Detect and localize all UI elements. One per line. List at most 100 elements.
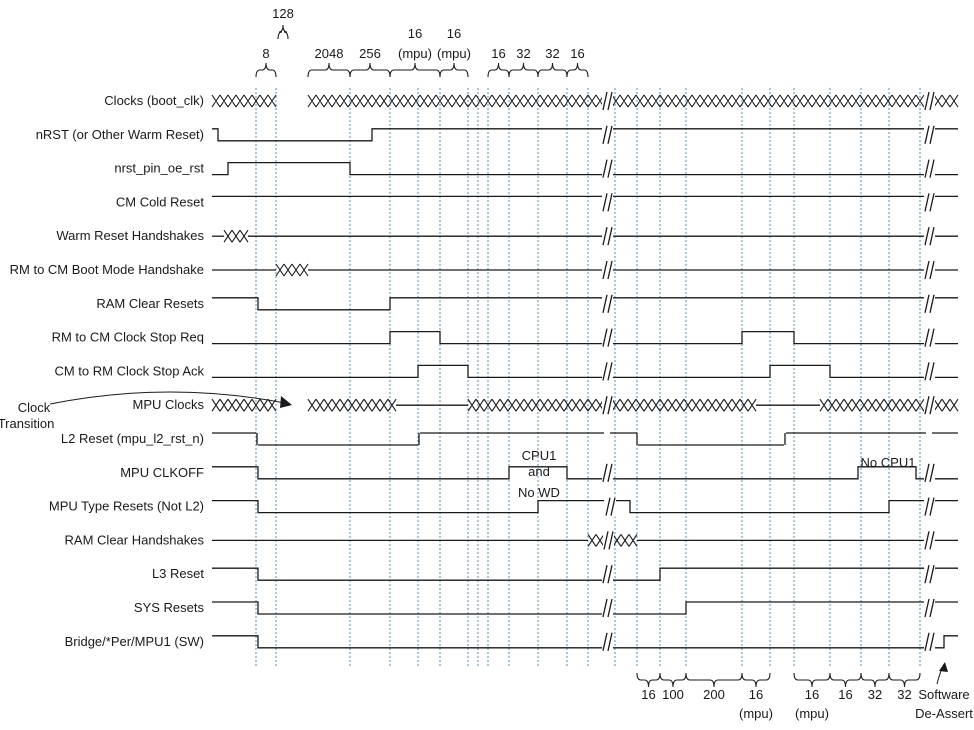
- break-mark: [602, 631, 613, 652]
- bottom-interval-brace-2: [685, 672, 743, 688]
- signal-label-5: RM to CM Boot Mode Handshake: [10, 262, 204, 277]
- break-mark: [924, 361, 935, 382]
- bottom-interval-brace-5: [829, 672, 862, 688]
- mpu-clkoff-wave-b: [612, 466, 958, 480]
- cpu1-label-line1: CPU1: [522, 448, 557, 463]
- break-mark: [602, 462, 613, 483]
- bridge-wave-b: [612, 635, 958, 649]
- nrst-pin-oe-rst-wave: [212, 161, 958, 176]
- signal-label-6: RAM Clear Resets: [96, 296, 204, 311]
- signal-label-10: L2 Reset (mpu_l2_rst_n): [61, 431, 204, 446]
- break-mark: [602, 564, 613, 585]
- break-mark: [602, 124, 613, 145]
- bottom-interval-sublabel-4: (mpu): [795, 706, 829, 721]
- break-mark: [602, 158, 613, 179]
- l3-reset-wave-b: [612, 567, 958, 581]
- clock-transition-arrow: [49, 391, 291, 405]
- bottom-interval-label-7: 32: [897, 687, 911, 702]
- break-mark: [924, 327, 935, 348]
- break-mark: [924, 226, 935, 247]
- bottom-interval-label-0: 16: [641, 687, 655, 702]
- bottom-interval-brace-7: [888, 672, 921, 688]
- top-interval-label-7: 32: [516, 46, 530, 61]
- signal-label-11: MPU CLKOFF: [120, 465, 204, 480]
- top-interval-brace-8: [537, 62, 568, 78]
- mpu-clk-wave-b: [307, 398, 397, 412]
- break-mark: [602, 192, 613, 213]
- signal-label-4: Warm Reset Handshakes: [56, 228, 204, 243]
- software-deassert-annotation: Software De-Assert: [915, 662, 973, 721]
- cpu1-label-line3: No WD: [518, 485, 560, 500]
- break-mark: [602, 395, 613, 416]
- top-interval-sublabel-5: (mpu): [437, 46, 471, 61]
- bridge-wave-a: [212, 635, 604, 649]
- bottom-interval-label-4: 16: [805, 687, 819, 702]
- break-mark: [602, 598, 613, 618]
- break-mark: [602, 361, 613, 382]
- signal-label-16: Bridge/*Per/MPU1 (SW): [65, 634, 204, 649]
- break-mark: [924, 530, 935, 551]
- interval-annotations: 8 128 2048 256 16 (mpu) 16 (mpu) 16 32 32 16 16 100 20…: [255, 6, 921, 721]
- top-interval-brace-6: [487, 62, 510, 78]
- waveforms: [211, 94, 959, 649]
- clock-transition-label-line1: Clock: [18, 400, 51, 415]
- no-cpu1-label: No CPU1: [861, 455, 916, 470]
- top-interval-label-6: 16: [491, 46, 505, 61]
- break-mark: [602, 260, 613, 280]
- mpu-clkoff-wave-a: [212, 466, 604, 480]
- mpu-type-resets-wave-b: [616, 499, 958, 514]
- top-interval-brace-9: [566, 62, 589, 78]
- bottom-interval-label-5: 16: [838, 687, 852, 702]
- ram-clear-handshakes-bus-b: [612, 534, 638, 547]
- break-mark: [924, 598, 935, 618]
- break-mark: [602, 226, 613, 247]
- boot-clk-wave-c: [611, 94, 925, 108]
- signal-label-13: RAM Clear Handshakes: [65, 532, 205, 547]
- top-interval-label-8: 32: [545, 46, 559, 61]
- l3-reset-wave-a: [212, 567, 604, 581]
- mpu-clk-wave-e: [819, 398, 925, 412]
- break-mark: [924, 395, 935, 416]
- ram-clear-resets-wave: [212, 297, 958, 311]
- mpu-clk-wave-d: [611, 398, 757, 412]
- clock-stop-req-wave: [212, 330, 958, 345]
- break-mark: [924, 91, 935, 111]
- bottom-interval-label-6: 32: [868, 687, 882, 702]
- bottom-interval-sublabel-3: (mpu): [739, 706, 773, 721]
- break-mark: [602, 293, 613, 314]
- break-mark: [924, 158, 935, 179]
- cpu1-annotation: CPU1 and No WD: [518, 448, 560, 500]
- boot-mode-handshake-bus: [275, 263, 309, 277]
- nrst-wave: [212, 128, 958, 142]
- software-label-line2: De-Assert: [915, 706, 973, 721]
- boot-clk-wave-a: [211, 94, 277, 108]
- mpu-clk-wave-f: [933, 398, 959, 412]
- signal-label-7: RM to CM Clock Stop Req: [52, 330, 204, 345]
- signal-label-3: CM Cold Reset: [116, 194, 205, 209]
- break-mark: [602, 91, 613, 111]
- clock-transition-annotation: Clock Transition: [0, 391, 292, 431]
- top-interval-label-0: 8: [262, 46, 269, 61]
- clock-transition-arrowhead: [280, 396, 292, 408]
- top-interval-label-4: 16: [408, 26, 422, 41]
- break-mark: [924, 462, 935, 483]
- software-arrowhead: [939, 662, 948, 672]
- l2-reset-wave: [212, 432, 958, 446]
- top-interval-brace-5: [439, 62, 469, 78]
- signal-label-0: Clocks (boot_clk): [104, 93, 204, 108]
- top-interval-brace-4: [389, 62, 441, 78]
- signal-label-9: MPU Clocks: [132, 397, 204, 412]
- top-interval-sublabel-4: (mpu): [398, 46, 432, 61]
- break-mark: [924, 293, 935, 314]
- break-mark: [602, 327, 613, 348]
- cpu1-label-line2: and: [528, 464, 550, 479]
- top-interval-label-5: 16: [447, 26, 461, 41]
- break-mark: [605, 496, 616, 517]
- break-mark: [924, 631, 935, 652]
- bottom-interval-label-3: 16: [749, 687, 763, 702]
- bottom-interval-brace-0: [636, 672, 661, 688]
- software-label-line1: Software: [918, 687, 969, 702]
- mpu-type-resets-wave-a: [212, 499, 604, 514]
